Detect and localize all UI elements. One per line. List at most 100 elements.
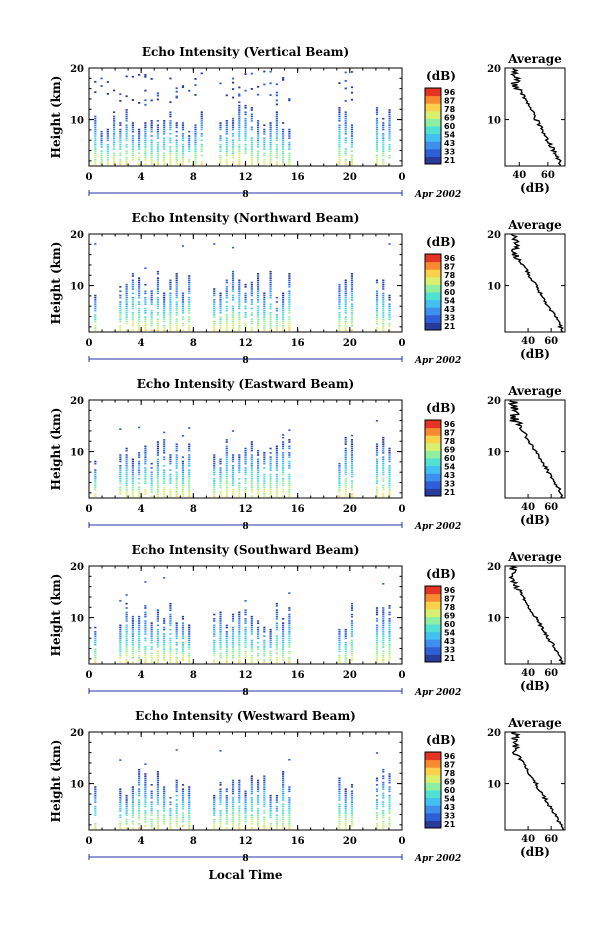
echo-cell — [288, 159, 291, 161]
echo-cell — [231, 458, 235, 461]
echo-cell — [188, 445, 191, 448]
profile-x-label: (dB) — [520, 679, 550, 693]
echo-cell — [231, 456, 235, 458]
echo-cell — [388, 825, 391, 827]
profile-frame — [504, 565, 566, 665]
echo-cell — [175, 449, 178, 452]
echo-cell — [119, 816, 122, 819]
echo-cell — [388, 631, 391, 633]
profile-y-tick-label: 20 — [487, 728, 501, 739]
echo-cell — [94, 652, 97, 655]
echo-cell — [388, 154, 391, 157]
echo-cell — [175, 644, 178, 646]
echo-cell — [188, 458, 191, 461]
echo-cell — [388, 810, 391, 812]
echo-cell — [244, 467, 247, 469]
echo-cell — [288, 807, 291, 810]
echo-cell — [188, 288, 191, 290]
echo-cell — [112, 130, 116, 133]
echo-cell — [388, 137, 391, 139]
echo-cell — [382, 126, 385, 129]
echo-cell — [263, 639, 266, 642]
echo-cell — [250, 299, 253, 301]
echo-cell — [213, 631, 216, 633]
echo-cell — [269, 654, 272, 657]
x-tick-label: 20 — [343, 172, 357, 183]
echo-cell — [156, 307, 160, 310]
echo-cell — [144, 622, 147, 624]
echo-cell — [156, 801, 160, 803]
echo-cell — [231, 820, 235, 823]
echo-cell — [250, 128, 253, 131]
echo-cell — [150, 120, 153, 122]
echo-cell — [269, 488, 272, 491]
echo-cell — [150, 641, 153, 644]
echo-cell — [131, 807, 134, 810]
echo-cell — [119, 652, 122, 655]
echo-cell — [282, 803, 285, 806]
echo-cell — [244, 126, 247, 129]
echo-cell — [382, 777, 385, 780]
echo-cell — [225, 294, 228, 297]
colorbar-tick-label: 96 — [444, 88, 456, 97]
echo-cell — [138, 639, 141, 642]
echo-cell — [263, 491, 266, 493]
echo-cell — [382, 305, 385, 308]
echo-cell — [382, 135, 385, 137]
echo-cell — [382, 279, 385, 282]
echo-cell — [175, 292, 178, 295]
echo-cell — [231, 325, 235, 327]
echo-cell — [375, 639, 379, 642]
echo-cell — [225, 805, 228, 808]
echo-cell — [200, 120, 203, 122]
echo-cell — [288, 465, 291, 467]
echo-cell — [94, 659, 97, 661]
echo-cell — [282, 495, 285, 497]
echo-cell — [119, 475, 122, 478]
echo-cell — [138, 790, 141, 793]
colorbar-swatch — [425, 442, 441, 451]
echo-cell — [388, 109, 391, 111]
echo-cell — [288, 329, 291, 331]
echo-cell — [163, 152, 166, 155]
echo-cell — [350, 309, 354, 312]
echo-cell — [256, 322, 260, 325]
echo-cell — [338, 307, 341, 310]
echo-cell — [382, 161, 385, 163]
echo-cell — [169, 286, 172, 288]
echo-cell — [250, 139, 253, 142]
echo-cell — [282, 807, 285, 810]
echo-cell — [125, 449, 128, 452]
echo-cell — [250, 454, 253, 456]
echo-cell — [382, 465, 385, 467]
echo-cell — [125, 659, 128, 661]
echo-cell — [388, 111, 391, 113]
echo-cell — [263, 805, 266, 808]
echo-cell — [138, 288, 141, 290]
echo-cell — [125, 126, 128, 129]
echo-cell — [344, 792, 347, 795]
colorbar-tick-label: 54 — [444, 297, 456, 306]
echo-cell — [344, 467, 347, 469]
echo-cell — [288, 307, 291, 310]
echo-cell — [225, 318, 228, 321]
echo-cell — [125, 299, 128, 301]
echo-cell — [200, 161, 203, 163]
echo-cell — [275, 827, 278, 829]
echo-cell — [344, 471, 347, 474]
echo-cell — [156, 486, 160, 489]
echo-cell — [375, 646, 379, 648]
echo-cell — [163, 805, 166, 808]
echo-cell — [338, 820, 341, 823]
echo-cell — [231, 460, 235, 463]
echo-cell — [125, 467, 128, 469]
colorbar-swatch — [425, 752, 441, 761]
echo-cell — [388, 659, 391, 661]
echo-cell — [256, 128, 260, 131]
echo-cell — [181, 784, 185, 786]
echo-cell — [250, 620, 253, 622]
echo-cell — [169, 475, 172, 478]
echo-cell — [288, 445, 291, 448]
echo-cell — [388, 624, 391, 627]
